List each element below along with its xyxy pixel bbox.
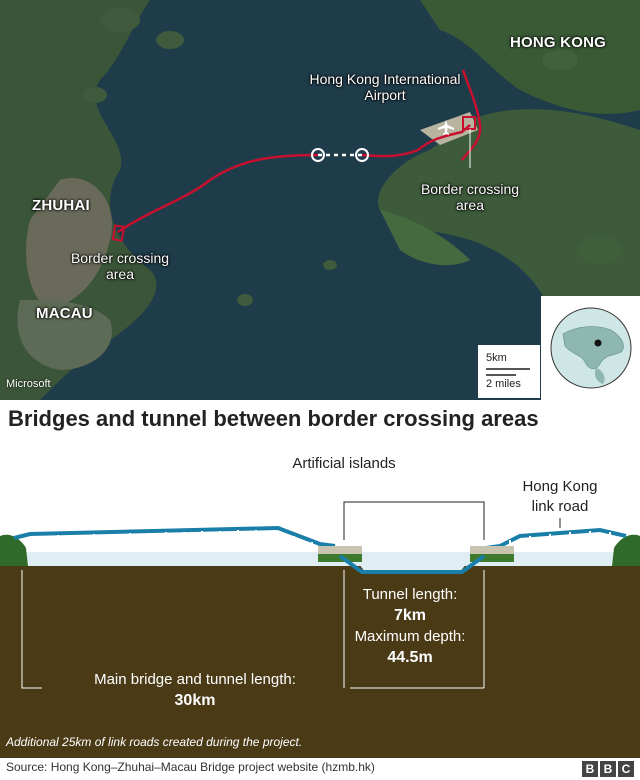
tunnel-length-value: 7km [393, 607, 427, 624]
scale-bar: 5km 2 miles [478, 345, 540, 398]
label-hong-kong: HONG KONG [510, 34, 606, 51]
map-graphic [0, 0, 640, 400]
cross-section-graphic [0, 494, 640, 758]
map-credit: Microsoft [6, 378, 51, 390]
label-macau: MACAU [36, 305, 93, 322]
main-length-label: Main bridge and tunnel length: [94, 671, 296, 688]
airplane-icon [438, 120, 454, 135]
max-depth-value: 44.5m [387, 649, 433, 666]
label-border-left: Border crossing area [70, 250, 170, 282]
main-length-value: 30km [174, 692, 216, 709]
label-hk-link-road: Hong Kong link road [522, 478, 598, 515]
locator-globe [541, 296, 640, 400]
scale-metric: 5km [486, 352, 507, 364]
max-depth-label: Maximum depth: [354, 628, 466, 645]
page-title: Bridges and tunnel between border crossi… [8, 406, 539, 431]
label-border-right: Border crossing area [420, 181, 520, 213]
source-text: Source: Hong Kong–Zhuhai–Macau Bridge pr… [6, 760, 375, 774]
footnote: Additional 25km of link roads created du… [6, 735, 303, 749]
tunnel-length-label: Tunnel length: [362, 586, 458, 603]
label-artificial-islands: Artificial islands [292, 455, 396, 472]
map-panel: HONG KONG Hong Kong International Airpor… [0, 0, 640, 400]
footer: Source: Hong Kong–Zhuhai–Macau Bridge pr… [0, 758, 640, 780]
label-zhuhai: ZHUHAI [32, 197, 90, 214]
label-airport: Hong Kong International Airport [309, 71, 461, 103]
scale-imperial: 2 miles [486, 378, 521, 390]
bbc-logo: B B C [582, 761, 634, 777]
bridge-diagram: Artificial islands Hong Kong link road T… [0, 440, 640, 758]
